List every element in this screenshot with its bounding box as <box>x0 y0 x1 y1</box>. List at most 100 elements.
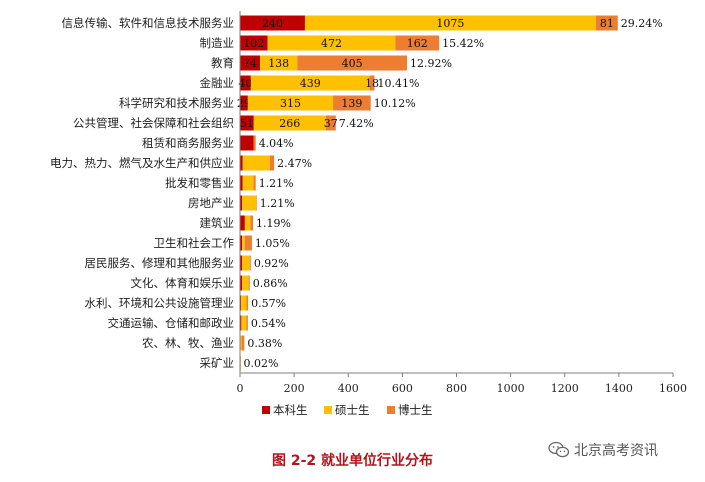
percent-label: 7.42% <box>339 117 374 130</box>
x-tick-label: 1600 <box>659 382 687 395</box>
segment-value-label: 18 <box>365 77 379 90</box>
x-tick-label: 400 <box>338 382 359 395</box>
percent-label: 2.47% <box>277 157 312 170</box>
segment-value-label: 139 <box>341 97 362 110</box>
percent-label: 4.04% <box>259 137 294 150</box>
bar-segment <box>256 195 257 211</box>
x-tick-label: 0 <box>237 382 244 395</box>
bar-segment <box>240 135 254 151</box>
category-label: 教育 <box>211 56 234 70</box>
segment-value-label: 138 <box>268 57 289 70</box>
bar-segment <box>240 335 242 351</box>
bar-segment <box>244 235 252 251</box>
bar-segment <box>246 315 248 331</box>
bar-segment <box>240 95 248 111</box>
bar-segment <box>249 255 251 271</box>
category-label: 采矿业 <box>200 356 235 370</box>
legend-label: 硕士生 <box>335 403 370 417</box>
bar-segment <box>250 75 370 91</box>
segment-value-label: 266 <box>279 117 300 130</box>
watermark-text: 北京高考资讯 <box>574 443 658 459</box>
percent-label: 0.38% <box>247 337 282 350</box>
segment-value-label: 40 <box>238 77 252 90</box>
category-label: 租赁和商务服务业 <box>142 136 234 150</box>
category-label: 农、林、牧、渔业 <box>142 336 234 350</box>
percent-label: 0.86% <box>253 277 288 290</box>
bar-segment <box>260 55 298 71</box>
bar-segment <box>240 155 243 171</box>
bar-segment <box>250 215 253 231</box>
bar-segment <box>240 295 242 311</box>
bar-segment <box>369 75 375 91</box>
category-label: 金融业 <box>200 76 235 90</box>
bar-segment <box>241 335 245 351</box>
percent-label: 10.41% <box>378 77 420 90</box>
bar-segment <box>253 115 326 131</box>
bar-segment <box>595 15 618 31</box>
bar-segment <box>267 35 396 51</box>
legend-swatch <box>262 406 270 414</box>
segment-value-label: 405 <box>342 57 363 70</box>
figure-caption: 图 2-2 就业单位行业分布 <box>271 453 434 469</box>
percent-label: 0.02% <box>244 357 279 370</box>
percent-label: 12.92% <box>410 57 452 70</box>
bar-segment <box>244 215 251 231</box>
bar-segment <box>241 315 247 331</box>
category-label: 文化、体育和娱乐业 <box>131 276 235 290</box>
percent-label: 1.19% <box>256 217 291 230</box>
segment-value-label: 102 <box>243 37 264 50</box>
bar-segment <box>240 15 305 31</box>
legend-swatch <box>324 406 332 414</box>
bar-segment <box>240 35 268 51</box>
segment-value-label: 472 <box>321 37 342 50</box>
category-label: 电力、热力、燃气及水生产和供应业 <box>50 156 234 170</box>
percent-label: 10.12% <box>374 97 416 110</box>
segment-value-label: 1075 <box>436 17 464 30</box>
bar-segment <box>248 275 250 291</box>
percent-label: 1.21% <box>260 197 295 210</box>
x-tick-label: 1000 <box>497 382 525 395</box>
category-label: 信息传输、软件和信息技术服务业 <box>62 16 235 30</box>
segment-value-label: 439 <box>300 77 321 90</box>
x-tick-label: 1200 <box>551 382 579 395</box>
legend-swatch <box>387 406 395 414</box>
bar-segment <box>247 95 334 111</box>
percent-label: 0.54% <box>251 317 286 330</box>
bar-segment <box>240 235 243 251</box>
bar-segment <box>395 35 440 51</box>
bar-segment <box>242 175 254 191</box>
legend-label: 本科生 <box>273 403 308 417</box>
bar-segment <box>240 215 245 231</box>
bar-segment <box>240 75 251 91</box>
segment-value-label: 162 <box>407 37 428 50</box>
bar-segment <box>269 155 275 171</box>
category-label: 居民服务、修理和其他服务业 <box>85 256 235 270</box>
percent-label: 15.42% <box>442 37 484 50</box>
segment-value-label: 315 <box>280 97 301 110</box>
segment-value-label: 81 <box>600 17 614 30</box>
percent-label: 1.21% <box>259 177 294 190</box>
category-label: 制造业 <box>200 36 235 50</box>
category-label: 建筑业 <box>200 216 235 230</box>
category-label: 卫生和社会工作 <box>154 236 235 250</box>
x-tick-label: 200 <box>284 382 305 395</box>
bar-segment <box>297 55 407 71</box>
bar-segment <box>240 195 243 211</box>
bar-segment <box>240 115 254 131</box>
bar-segment <box>242 155 270 171</box>
category-label: 水利、环境和公共设施管理业 <box>85 296 235 310</box>
bar-segment <box>253 175 256 191</box>
category-label: 公共管理、社会保障和社会组织 <box>73 116 234 130</box>
bar-segment <box>240 55 261 71</box>
category-label: 房地产业 <box>188 196 234 210</box>
wechat-icon <box>548 441 570 458</box>
bar-segment <box>241 295 247 311</box>
category-label: 科学研究和技术服务业 <box>119 96 234 110</box>
bar-segment <box>240 175 243 191</box>
legend-label: 博士生 <box>398 403 433 417</box>
segment-value-label: 51 <box>240 117 254 130</box>
category-label: 交通运输、仓储和邮政业 <box>108 316 235 330</box>
bar-segment <box>240 255 243 271</box>
bar-segment <box>333 95 371 111</box>
